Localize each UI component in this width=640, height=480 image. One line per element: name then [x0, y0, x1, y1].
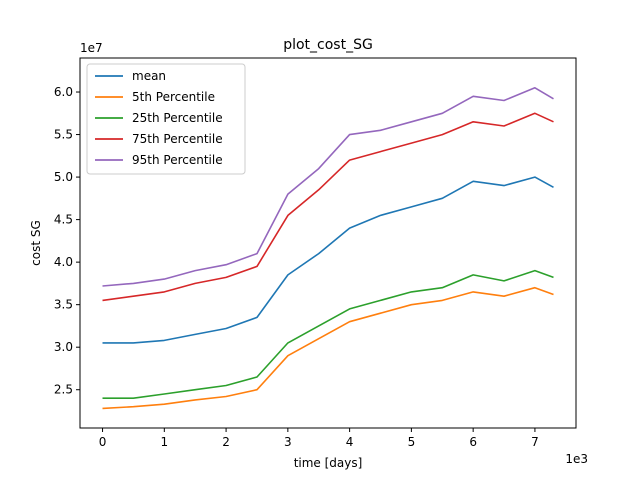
x-tick-label: 5: [408, 435, 416, 449]
series-line-1: [102, 286, 554, 410]
x-tick-label: 3: [284, 435, 292, 449]
y-tick-label: 3.0: [54, 340, 73, 354]
series-line-2: [102, 269, 554, 400]
x-tick-label: 6: [469, 435, 477, 449]
series-line-4: [102, 87, 554, 287]
series-lines: [102, 87, 554, 410]
y-tick-label: 6.0: [54, 85, 73, 99]
legend-label-0: mean: [132, 69, 166, 83]
legend-box: [86, 63, 246, 175]
y-tick-label: 5.0: [54, 170, 73, 184]
x-tick-label: 2: [222, 435, 230, 449]
legend-label-2: 25th Percentile: [132, 111, 223, 125]
legend: mean 5th Percentile 25th Percentile 75th Pe…: [86, 63, 246, 175]
x-axis-multiplier: 1e3: [565, 452, 588, 466]
series-line-0: [102, 176, 554, 344]
x-axis-label: time [days]: [294, 456, 363, 470]
y-axis-label: cost SG: [29, 220, 43, 266]
x-axis-ticks: 0 1 2 3 4 5 6 7: [99, 428, 539, 449]
y-tick-label: 4.0: [54, 255, 73, 269]
y-axis-multiplier: 1e7: [80, 41, 103, 55]
x-tick-label: 7: [531, 435, 539, 449]
legend-label-1: 5th Percentile: [132, 90, 215, 104]
chart-title: plot_cost_SG: [283, 37, 373, 53]
y-tick-label: 4.5: [54, 213, 73, 227]
series-line-3: [102, 112, 554, 302]
y-tick-label: 3.5: [54, 298, 73, 312]
x-tick-label: 4: [346, 435, 354, 449]
plot-area-frame: [79, 57, 577, 429]
y-axis-ticks: 2.5 3.0 3.5 4.0 4.5 5.0 5.5 6.0: [54, 85, 80, 397]
legend-label-4: 95th Percentile: [132, 153, 223, 167]
x-tick-label: 1: [160, 435, 168, 449]
y-tick-label: 5.5: [54, 128, 73, 142]
y-tick-label: 2.5: [54, 383, 73, 397]
x-tick-label: 0: [99, 435, 107, 449]
legend-label-3: 75th Percentile: [132, 132, 223, 146]
